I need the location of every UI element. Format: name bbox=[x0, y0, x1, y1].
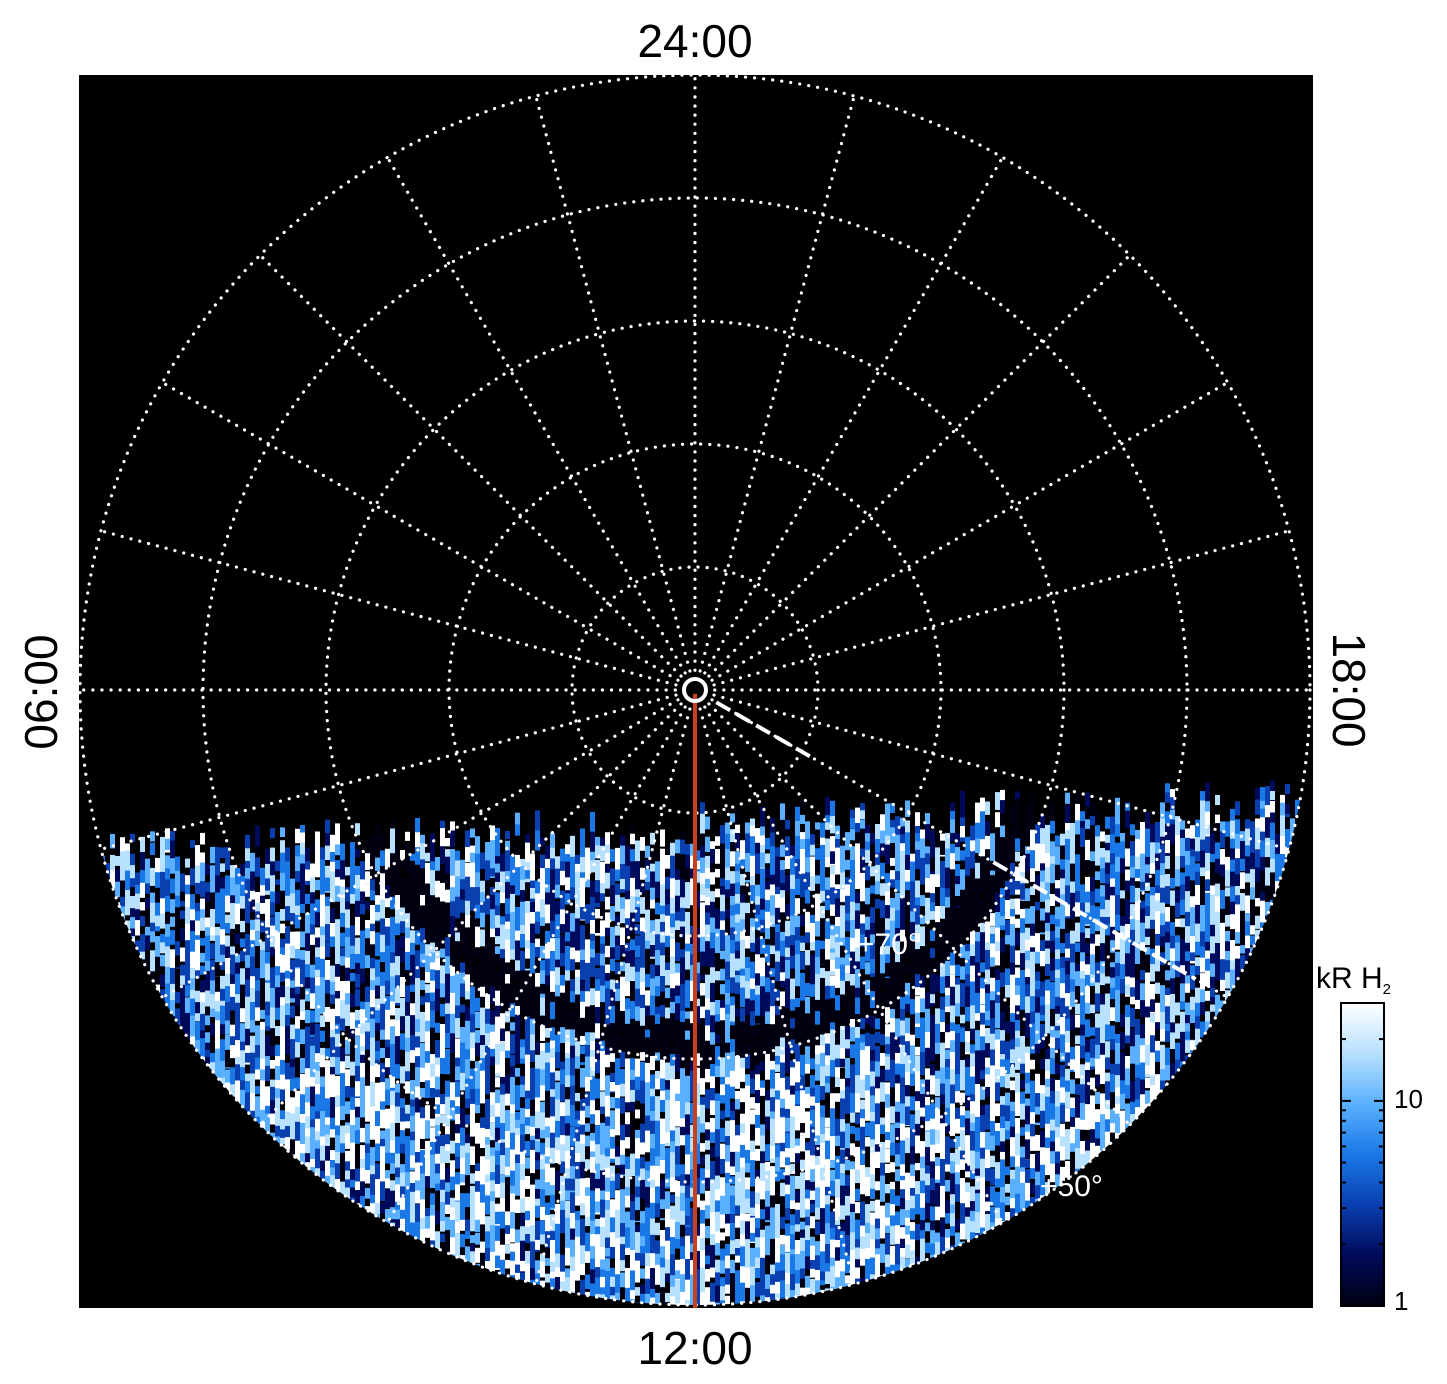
pole-marker bbox=[682, 677, 708, 703]
meridian-line bbox=[707, 253, 1132, 678]
colorbar-gradient bbox=[1340, 1002, 1385, 1307]
colorbar-tick-1: 1 bbox=[1394, 1286, 1408, 1316]
colorbar: kR H2 10 1 bbox=[1316, 962, 1423, 1316]
meridian-line bbox=[99, 693, 678, 851]
meridian-line bbox=[534, 94, 692, 673]
meridian-line bbox=[710, 380, 1230, 682]
meridian-line bbox=[698, 94, 856, 673]
meridian-line bbox=[160, 380, 680, 682]
emission-pattern bbox=[80, 780, 1310, 1305]
latitude-label-70: +70° bbox=[857, 928, 920, 961]
meridian-line bbox=[698, 707, 856, 1286]
dashed-meridian bbox=[715, 700, 814, 760]
latitude-circle bbox=[570, 565, 820, 815]
meridian-line bbox=[160, 698, 680, 1000]
meridian-line bbox=[703, 155, 1005, 675]
latitude-label-50: +50° bbox=[1040, 1170, 1103, 1203]
meridian-line bbox=[99, 529, 678, 687]
local-time-label-top: 24:00 bbox=[637, 15, 752, 67]
meridian-line bbox=[385, 705, 687, 1225]
meridian-line bbox=[534, 707, 692, 1286]
dashed-meridian bbox=[992, 860, 1197, 981]
meridian-line bbox=[712, 529, 1291, 687]
local-time-label-right: 18:00 bbox=[1323, 632, 1375, 747]
latitude-circle bbox=[324, 319, 1066, 1061]
meridian-line bbox=[703, 705, 1005, 1225]
meridian-line bbox=[258, 702, 683, 1127]
meridian-line bbox=[707, 702, 1132, 1127]
meridian-line bbox=[258, 253, 683, 678]
local-time-label-left: 06:00 bbox=[15, 634, 67, 749]
colorbar-title: kR H2 bbox=[1316, 962, 1391, 998]
meridian-line bbox=[712, 693, 1291, 851]
local-time-label-bottom: 12:00 bbox=[637, 1322, 752, 1374]
colorbar-tick-10: 10 bbox=[1394, 1084, 1423, 1114]
meridian-line bbox=[385, 155, 687, 675]
